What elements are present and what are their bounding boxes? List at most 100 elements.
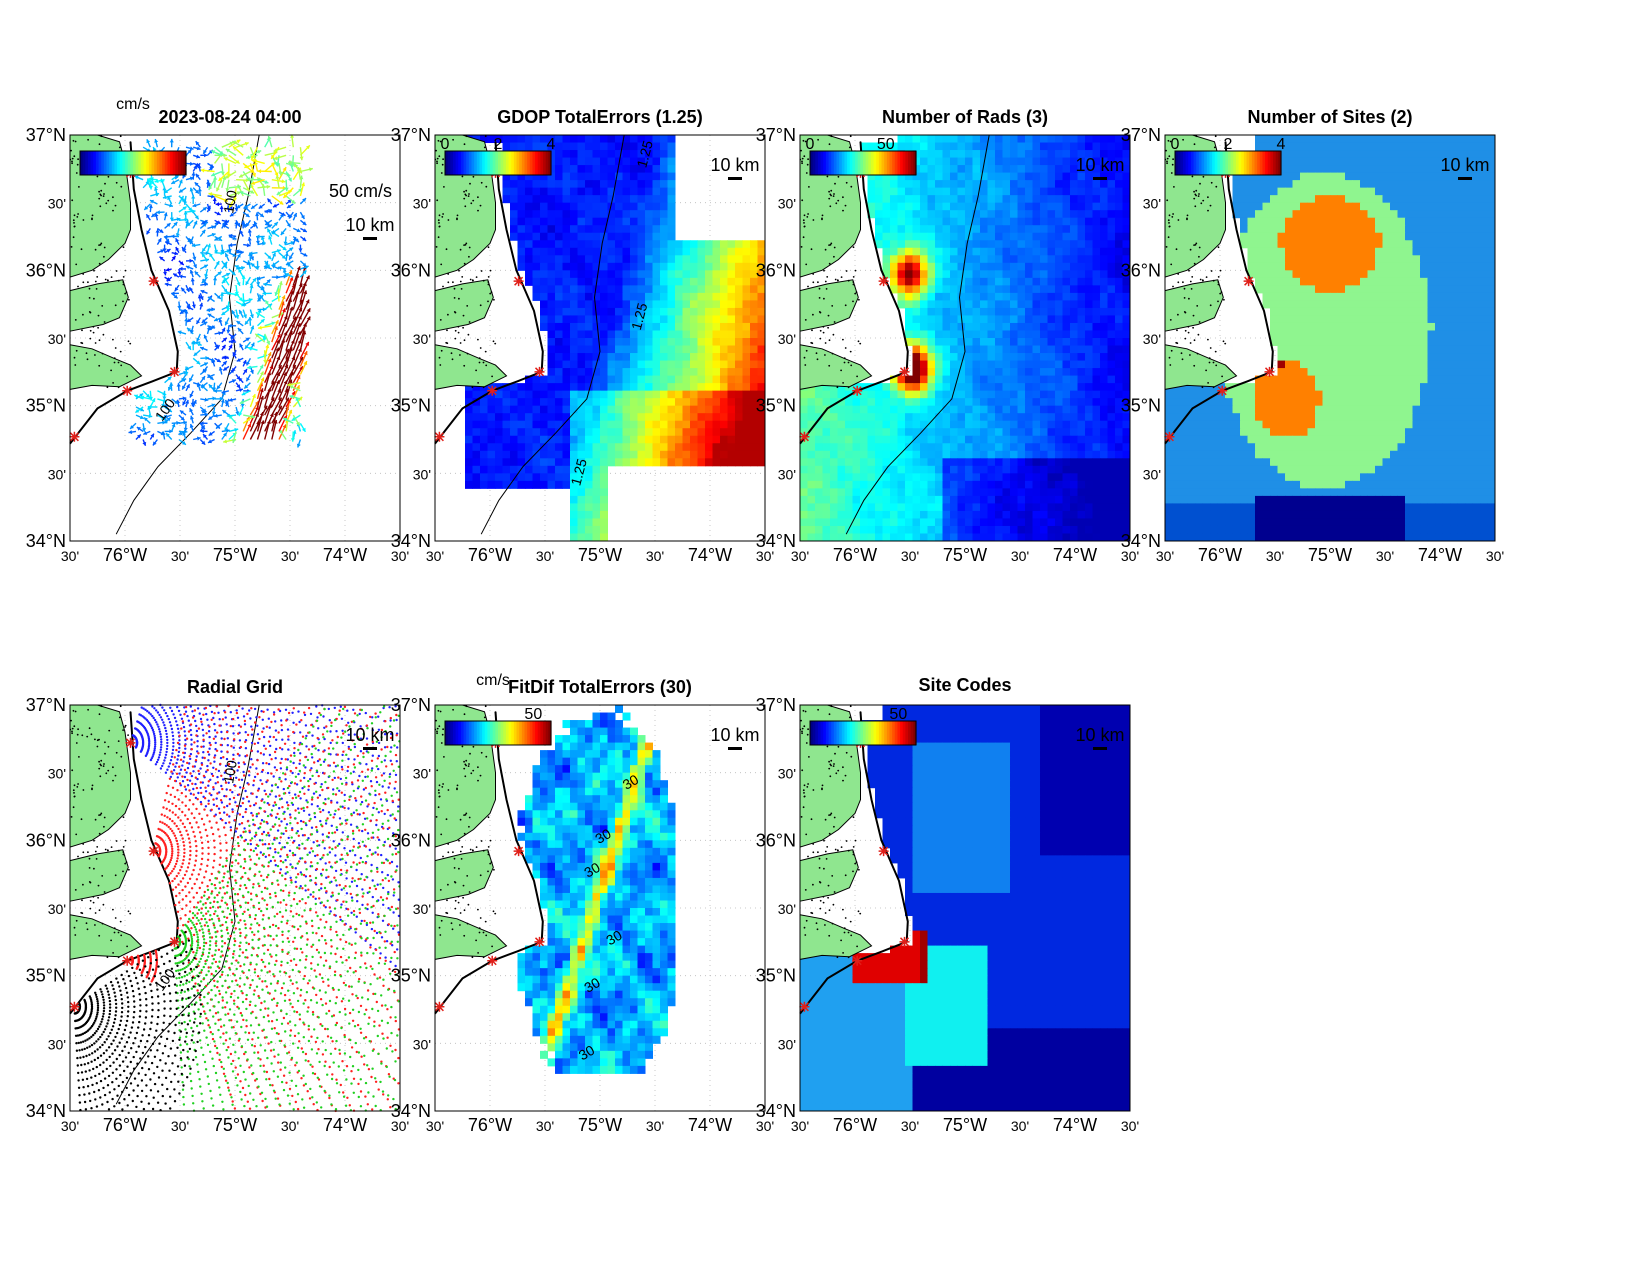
heatmap-cell [555, 300, 563, 309]
heatmap-cell [615, 195, 623, 204]
heatmap-cell [660, 315, 668, 324]
heatmap-cell [585, 270, 593, 279]
heatmap-cell [675, 458, 683, 467]
heatmap-cell [957, 413, 966, 422]
heatmap-cell [532, 443, 541, 452]
heatmap-cell [830, 458, 838, 467]
heatmap-cell [607, 450, 616, 459]
current-vector-head [183, 420, 187, 425]
colorbar-swatch [500, 151, 504, 175]
shoreline-dot [450, 352, 453, 355]
heatmap-cell [1032, 345, 1041, 354]
heatmap-cell [705, 450, 713, 459]
heatmap-cell [472, 465, 481, 474]
current-vector-head [228, 233, 233, 238]
heatmap-cell [637, 195, 646, 204]
heatmap-cell [660, 383, 668, 392]
heatmap-cell [1040, 420, 1048, 429]
heatmap-cell [1115, 330, 1123, 339]
heatmap-cell [690, 330, 698, 339]
heatmap-cell [600, 458, 608, 467]
heatmap-cell [1100, 142, 1108, 151]
current-vector-head [222, 410, 227, 414]
heatmap-cell [570, 270, 578, 279]
current-vector-head [182, 396, 187, 401]
heatmap-cell [1092, 375, 1101, 384]
current-vector-head [196, 360, 201, 365]
heatmap-cell [592, 473, 601, 482]
heatmap-cell [667, 150, 676, 159]
shoreline-dot [457, 331, 460, 334]
colorbar-swatch [521, 151, 526, 175]
heatmap-cell [995, 247, 1003, 256]
heatmap-cell [1107, 210, 1116, 219]
current-vector-head [212, 387, 217, 391]
heatmap-cell [1070, 375, 1078, 384]
heatmap-cell [927, 353, 936, 362]
heatmap-cell [540, 315, 548, 324]
heatmap-cell [965, 240, 973, 249]
heatmap-cell [682, 360, 691, 369]
heatmap-cell [465, 398, 473, 407]
heatmap-cell [570, 338, 578, 347]
heatmap-cell [600, 202, 608, 211]
heatmap-cell [585, 398, 593, 407]
heatmap-cell [890, 210, 898, 219]
current-vector-head [171, 423, 176, 428]
heatmap-cell [882, 142, 891, 151]
heatmap-cell [1055, 398, 1063, 407]
heatmap-cell [727, 383, 736, 392]
shoreline-dot [77, 213, 79, 215]
heatmap-cell [995, 390, 1003, 399]
current-vector-head [245, 337, 250, 342]
heatmap-cell [712, 428, 721, 437]
heatmap-cell [927, 345, 936, 354]
heatmap-cell [1122, 210, 1131, 219]
heatmap-cell [1010, 322, 1018, 331]
heatmap-cell [675, 368, 683, 377]
shoreline-dot [129, 342, 132, 345]
current-vector-head [211, 150, 216, 154]
heatmap-cell [712, 390, 721, 399]
current-vector-head [171, 234, 175, 239]
heatmap-cell [525, 277, 533, 286]
heatmap-cell [972, 338, 981, 347]
heatmap-cell [942, 165, 951, 174]
heatmap-cell [1085, 150, 1093, 159]
heatmap-cell [757, 398, 766, 407]
heatmap-cell [585, 315, 593, 324]
current-vector-head [222, 176, 227, 180]
current-vector-head [228, 397, 233, 402]
heatmap-cell [517, 217, 526, 226]
coastline-outer-banks [434, 141, 544, 445]
heatmap-cell [675, 450, 683, 459]
current-vector-head [267, 352, 272, 357]
current-vector-head [159, 256, 164, 261]
heatmap-cell [1055, 330, 1063, 339]
heatmap-cell [472, 398, 481, 407]
heatmap-cell [532, 240, 541, 249]
heatmap-cell [600, 277, 608, 286]
shoreline-dot [110, 369, 112, 372]
current-vector-head [189, 161, 194, 166]
heatmap-cell [1010, 375, 1018, 384]
heatmap-cell [800, 420, 808, 429]
heatmap-cell [525, 262, 533, 271]
heatmap-cell [980, 225, 988, 234]
heatmap-cell [1032, 450, 1041, 459]
current-vector-head [282, 424, 287, 429]
heatmap-cell [980, 390, 988, 399]
heatmap-cell [690, 428, 698, 437]
current-vector-head [137, 434, 141, 439]
current-vector-head [234, 265, 239, 269]
heatmap-cell [540, 390, 548, 399]
heatmap-cell [1017, 307, 1026, 316]
heatmap-cell [540, 217, 548, 226]
heatmap-cell [1062, 135, 1071, 144]
colorbar-swatch [109, 151, 113, 175]
heatmap-cell [882, 255, 891, 264]
heatmap-cell [742, 413, 751, 422]
heatmap-cell [562, 232, 571, 241]
heatmap-cell [1002, 247, 1011, 256]
heatmap-cell [1100, 353, 1108, 362]
